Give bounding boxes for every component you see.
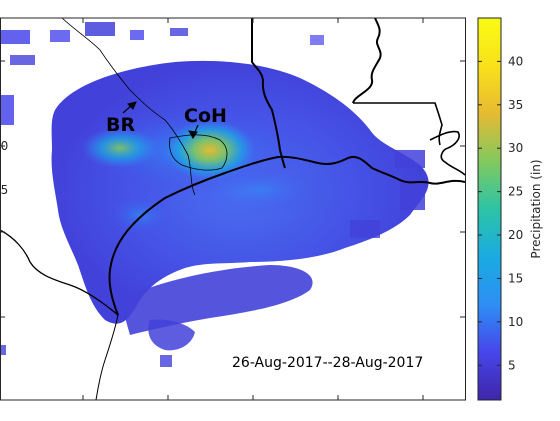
colorbar-tick-label: 15	[508, 271, 523, 285]
annotation-arrows	[122, 101, 199, 139]
colorbar-tick-label: 20	[508, 228, 523, 242]
date-range-label: 26-Aug-2017--28-Aug-2017	[232, 355, 423, 371]
colorbar-tick-label: 5	[508, 358, 516, 372]
precipitation-field	[0, 22, 429, 367]
state-border-la-ms	[353, 102, 443, 146]
louisiana-bays	[429, 130, 465, 176]
geographic-borders	[0, 18, 465, 400]
colorbar-tick-label: 25	[508, 185, 523, 199]
map-plot-area: BR CoH 26-Aug-2017--28-Aug-2017	[0, 18, 465, 400]
rio-grande-border	[0, 229, 119, 316]
texas-internal-boundary	[61, 18, 196, 196]
colorbar-gradient	[477, 17, 502, 401]
gulf-coastline	[108, 155, 465, 316]
houston-city-outline	[169, 134, 228, 171]
colorbar-tick-label: 40	[508, 54, 523, 68]
colorbar-tick-label: 30	[508, 141, 523, 155]
coh-label: CoH	[184, 105, 227, 127]
colorbar-ticks: 5 10 15 20 25 30 35 40	[478, 54, 523, 372]
left-axis-label-fragment: 25	[0, 183, 8, 197]
mississippi-river	[352, 18, 382, 104]
left-axis-label-fragment: 30	[0, 139, 8, 153]
map-frame: 30 25	[0, 17, 466, 401]
colorbar-title: Precipitation (in)	[529, 159, 543, 258]
colorbar: 5 10 15 20 25 30 35 40 Precipitation (in)	[477, 17, 543, 401]
colorbar-tick-label: 35	[508, 98, 523, 112]
br-label: BR	[106, 114, 135, 136]
colorbar-tick-label: 10	[508, 315, 523, 329]
mexico-coastline	[95, 314, 119, 400]
